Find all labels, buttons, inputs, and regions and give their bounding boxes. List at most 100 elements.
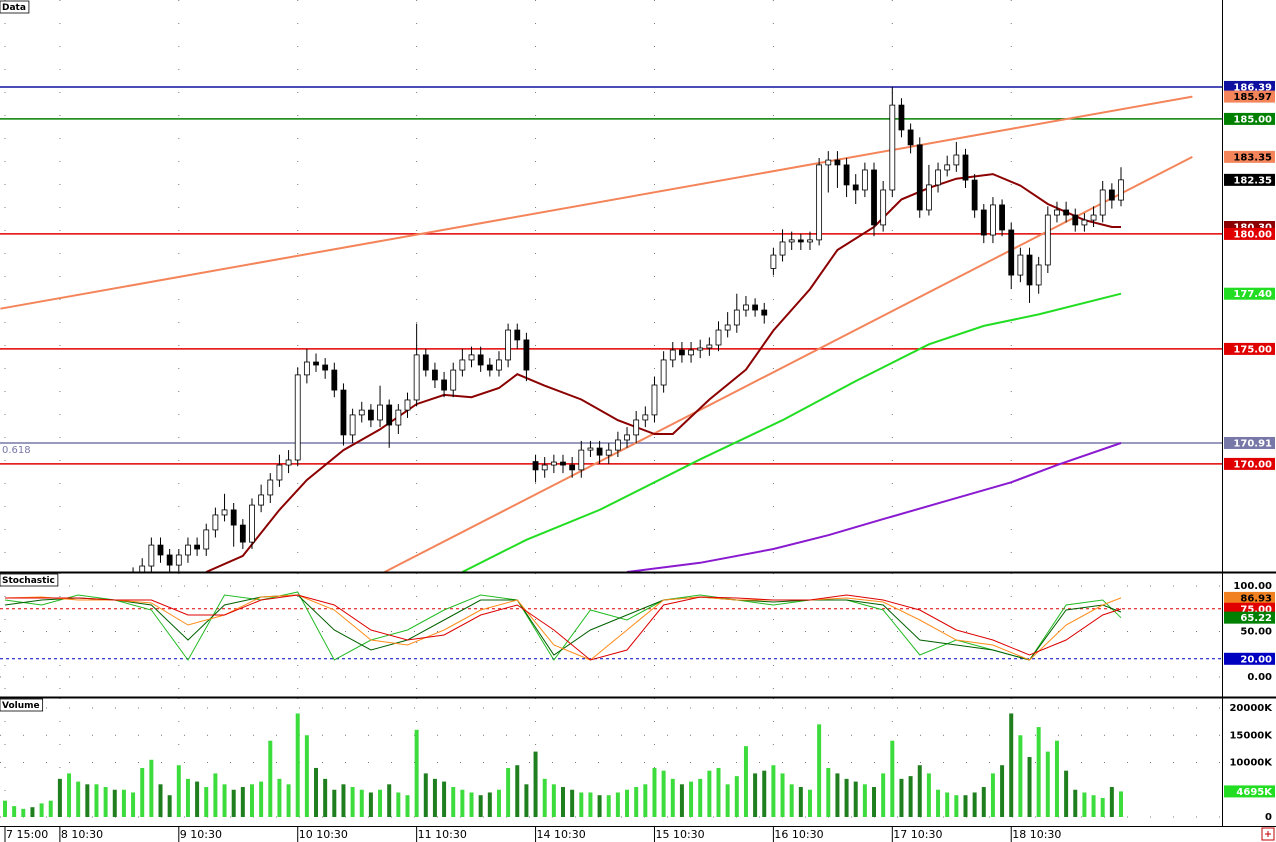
- candle-body: [148, 544, 155, 567]
- pane-title-box: [0, 573, 59, 587]
- candle-body: [624, 434, 630, 441]
- volume-bar: [899, 778, 904, 818]
- price-marker-label: 65.22: [1240, 613, 1272, 624]
- candle-body: [926, 184, 932, 211]
- price-marker: [1224, 457, 1275, 470]
- candle-body: [239, 524, 246, 543]
- volume-bar: [853, 781, 858, 818]
- candle-body: [1054, 209, 1060, 216]
- candle-body: [669, 349, 676, 361]
- price-marker-label: 75.00: [1240, 604, 1272, 615]
- candle-body: [743, 304, 749, 311]
- volume-bar: [1119, 791, 1123, 818]
- volume-bar: [1073, 789, 1078, 818]
- indicator-line: [626, 442, 1122, 572]
- y-tick-label: 20000K: [1229, 703, 1273, 714]
- candle-body: [642, 414, 649, 421]
- price-marker-label: 180.00: [1233, 229, 1272, 240]
- volume-bar: [1091, 795, 1096, 818]
- volume-bar: [442, 781, 447, 818]
- candle-body: [651, 384, 658, 416]
- candle-body: [523, 339, 530, 371]
- volume-bar: [844, 778, 849, 818]
- volume-bar: [158, 784, 163, 818]
- volume-bar: [826, 767, 831, 818]
- volume-bar: [862, 784, 867, 818]
- volume-bar: [872, 787, 877, 818]
- candle-body: [1035, 264, 1042, 286]
- volume-bar: [762, 770, 767, 818]
- volume-bar: [304, 735, 309, 818]
- candle-body: [779, 241, 786, 256]
- price-marker: [1224, 652, 1275, 665]
- candle-body: [1017, 254, 1024, 276]
- volume-bar: [716, 767, 721, 818]
- volume-bar: [48, 800, 53, 818]
- candle-body: [688, 349, 694, 356]
- oscillator-line: [5, 594, 1122, 661]
- candle-body: [633, 419, 640, 436]
- candle-body: [861, 169, 868, 191]
- volume-bar: [240, 787, 245, 818]
- indicator-line: [384, 156, 1193, 572]
- candle-body: [249, 504, 255, 543]
- price-marker: [1224, 150, 1275, 163]
- x-tick-label: 15 10:30: [655, 828, 704, 841]
- volume-bar: [140, 767, 145, 818]
- volume-bar: [131, 792, 136, 818]
- candle-body: [907, 129, 914, 146]
- candle-body: [267, 479, 274, 496]
- price-marker: [1224, 342, 1275, 355]
- candle-body: [349, 414, 356, 436]
- candle-body: [797, 239, 804, 243]
- candle-body: [560, 461, 566, 466]
- candle-body: [285, 459, 292, 466]
- candle-body: [788, 239, 795, 243]
- volume-bar: [908, 776, 913, 818]
- candle-body: [715, 329, 722, 346]
- candle-body: [596, 447, 603, 456]
- volume-bar: [524, 784, 529, 818]
- candle-body: [1081, 219, 1088, 226]
- pane-title: Data: [2, 3, 26, 13]
- price-marker-label: 186.39: [1233, 82, 1272, 93]
- candle-body: [358, 409, 365, 416]
- volume-bar: [57, 778, 62, 818]
- volume-bar: [972, 792, 977, 818]
- candle-body: [569, 464, 576, 471]
- price-marker: [1224, 611, 1275, 624]
- volume-bar: [698, 778, 703, 818]
- candle-body: [404, 399, 411, 411]
- volume-bar: [652, 767, 657, 818]
- candle-body: [221, 509, 228, 516]
- volume-bar: [506, 767, 511, 818]
- candle-body: [733, 309, 740, 326]
- candle-body: [368, 409, 374, 421]
- volume-bar: [533, 751, 538, 818]
- price-marker: [1224, 90, 1275, 103]
- pane-title: Stochastic: [2, 576, 55, 586]
- oscillator-line: [4, 594, 1122, 661]
- y-tick-label: 50.00: [1240, 626, 1272, 637]
- candle-body: [496, 359, 502, 371]
- volume-bar: [1009, 713, 1014, 818]
- value-axis: 20000K 15000K 10000K 0 4695K: [1224, 703, 1275, 823]
- candle-body: [816, 164, 823, 241]
- price-marker-label: 170.00: [1233, 459, 1272, 470]
- candle-body: [541, 464, 548, 471]
- candle-body: [505, 329, 512, 361]
- volume-bar: [945, 792, 950, 818]
- volume-bar: [249, 784, 254, 818]
- candle-body: [660, 359, 667, 386]
- candle-body: [807, 239, 813, 243]
- candle-body: [175, 554, 182, 566]
- volume-bar: [176, 765, 181, 818]
- candle-body: [1044, 214, 1051, 266]
- candle-body: [514, 329, 521, 341]
- price-marker: [1224, 287, 1275, 300]
- candle-body: [468, 354, 475, 361]
- x-tick-label: 16 10:30: [774, 828, 823, 841]
- candle-body: [834, 159, 841, 166]
